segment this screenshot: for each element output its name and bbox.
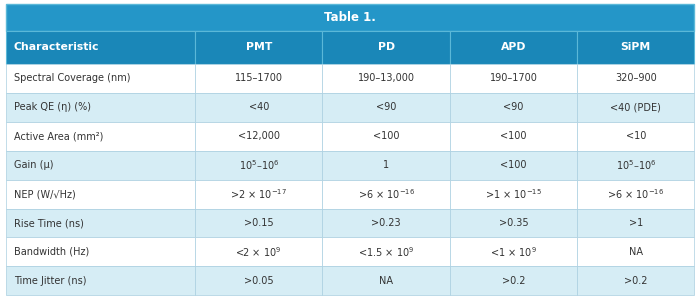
Text: >0.35: >0.35 bbox=[499, 218, 528, 228]
Bar bbox=[450, 180, 578, 208]
Text: >2 × $10^{-17}$: >2 × $10^{-17}$ bbox=[230, 187, 287, 201]
Text: Gain (μ): Gain (μ) bbox=[14, 160, 53, 170]
Text: <100: <100 bbox=[373, 131, 400, 141]
Text: NA: NA bbox=[379, 276, 393, 286]
Bar bbox=[578, 31, 694, 64]
Bar bbox=[6, 93, 195, 122]
Bar bbox=[450, 208, 578, 237]
Text: APD: APD bbox=[500, 42, 526, 52]
Text: <100: <100 bbox=[500, 160, 527, 170]
Bar bbox=[195, 93, 323, 122]
Text: Bandwidth (Hz): Bandwidth (Hz) bbox=[14, 247, 89, 257]
Text: 190–13,000: 190–13,000 bbox=[358, 73, 414, 83]
Text: Characteristic: Characteristic bbox=[14, 42, 99, 52]
Bar bbox=[195, 151, 323, 180]
Bar bbox=[578, 93, 694, 122]
Text: 1: 1 bbox=[383, 160, 389, 170]
Text: Time Jitter (ns): Time Jitter (ns) bbox=[14, 276, 86, 286]
Bar bbox=[578, 64, 694, 93]
Bar bbox=[450, 151, 578, 180]
Bar bbox=[195, 31, 323, 64]
Bar bbox=[450, 93, 578, 122]
Text: <90: <90 bbox=[503, 102, 524, 112]
Bar bbox=[323, 64, 450, 93]
Bar bbox=[450, 266, 578, 295]
Bar bbox=[578, 266, 694, 295]
Text: >6 × $10^{-16}$: >6 × $10^{-16}$ bbox=[358, 187, 415, 201]
Bar bbox=[6, 122, 195, 151]
Text: PD: PD bbox=[377, 42, 395, 52]
Bar bbox=[323, 31, 450, 64]
Text: NA: NA bbox=[629, 247, 643, 257]
Text: <10: <10 bbox=[626, 131, 646, 141]
Bar bbox=[450, 64, 578, 93]
Bar bbox=[195, 122, 323, 151]
Text: NEP (W/√Hz): NEP (W/√Hz) bbox=[14, 189, 76, 199]
Text: >0.05: >0.05 bbox=[244, 276, 274, 286]
Text: Table 1.: Table 1. bbox=[324, 11, 376, 24]
Bar bbox=[323, 266, 450, 295]
Bar bbox=[6, 4, 694, 31]
Text: 115–1700: 115–1700 bbox=[234, 73, 283, 83]
Bar bbox=[195, 180, 323, 208]
Text: Rise Time (ns): Rise Time (ns) bbox=[14, 218, 84, 228]
Text: Active Area (mm²): Active Area (mm²) bbox=[14, 131, 103, 141]
Text: >6 × $10^{-16}$: >6 × $10^{-16}$ bbox=[608, 187, 664, 201]
Text: >1: >1 bbox=[629, 218, 643, 228]
Bar bbox=[195, 237, 323, 266]
Bar bbox=[578, 208, 694, 237]
Text: $10^5$–$10^6$: $10^5$–$10^6$ bbox=[615, 158, 656, 172]
Text: <2 × $10^9$: <2 × $10^9$ bbox=[235, 245, 282, 259]
Text: <12,000: <12,000 bbox=[238, 131, 280, 141]
Text: >0.2: >0.2 bbox=[624, 276, 648, 286]
Bar bbox=[6, 64, 195, 93]
Bar bbox=[323, 151, 450, 180]
Bar bbox=[450, 122, 578, 151]
Text: $10^5$–$10^6$: $10^5$–$10^6$ bbox=[239, 158, 279, 172]
Text: <40: <40 bbox=[248, 102, 269, 112]
Text: <90: <90 bbox=[376, 102, 396, 112]
Bar bbox=[578, 151, 694, 180]
Text: <100: <100 bbox=[500, 131, 527, 141]
Bar bbox=[6, 208, 195, 237]
Text: SiPM: SiPM bbox=[621, 42, 651, 52]
Text: <40 (PDE): <40 (PDE) bbox=[610, 102, 662, 112]
Bar bbox=[323, 122, 450, 151]
Bar bbox=[6, 31, 195, 64]
Bar bbox=[578, 237, 694, 266]
Bar bbox=[578, 122, 694, 151]
Text: >0.15: >0.15 bbox=[244, 218, 274, 228]
Text: Spectral Coverage (nm): Spectral Coverage (nm) bbox=[14, 73, 130, 83]
Bar bbox=[323, 237, 450, 266]
Bar bbox=[323, 93, 450, 122]
Bar bbox=[450, 31, 578, 64]
Text: <1 × $10^9$: <1 × $10^9$ bbox=[490, 245, 537, 259]
Bar bbox=[6, 151, 195, 180]
Text: <1.5 × $10^9$: <1.5 × $10^9$ bbox=[358, 245, 414, 259]
Bar bbox=[195, 266, 323, 295]
Bar bbox=[323, 208, 450, 237]
Bar bbox=[6, 237, 195, 266]
Text: 320–900: 320–900 bbox=[615, 73, 657, 83]
Bar bbox=[6, 266, 195, 295]
Bar bbox=[195, 208, 323, 237]
Text: >0.23: >0.23 bbox=[371, 218, 401, 228]
Text: >0.2: >0.2 bbox=[502, 276, 525, 286]
Text: PMT: PMT bbox=[246, 42, 272, 52]
Bar bbox=[6, 180, 195, 208]
Text: >1 × $10^{-15}$: >1 × $10^{-15}$ bbox=[485, 187, 542, 201]
Text: 190–1700: 190–1700 bbox=[490, 73, 538, 83]
Bar bbox=[450, 237, 578, 266]
Bar bbox=[195, 64, 323, 93]
Bar bbox=[323, 180, 450, 208]
Bar bbox=[578, 180, 694, 208]
Text: Peak QE (η) (%): Peak QE (η) (%) bbox=[14, 102, 91, 112]
